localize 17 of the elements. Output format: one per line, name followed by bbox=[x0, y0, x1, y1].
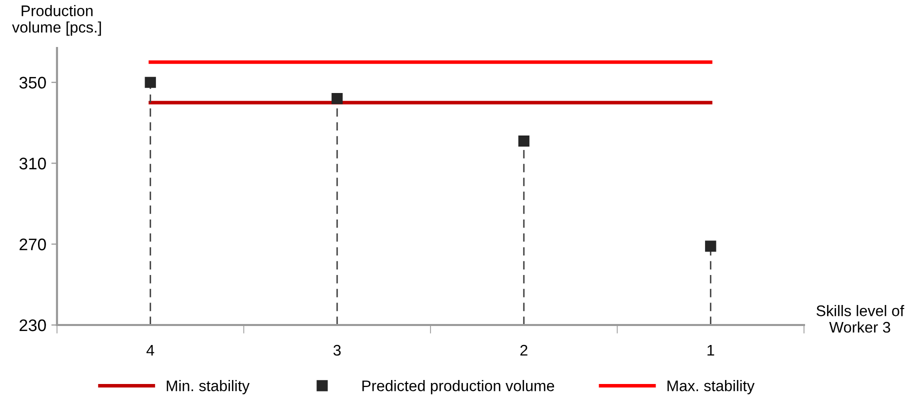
point bbox=[144, 76, 156, 88]
point bbox=[705, 240, 716, 252]
x-tick-label: 4 bbox=[146, 345, 154, 356]
point bbox=[332, 92, 343, 104]
y-axis-title: Production volume [pcs.] bbox=[12, 5, 101, 36]
x-tick-label: 2 bbox=[520, 344, 528, 356]
x-axis-title: Skills level of Worker 3 bbox=[816, 305, 904, 333]
y-tick-label: 230 bbox=[20, 319, 46, 332]
y-tick-label: 310 bbox=[19, 158, 46, 170]
x-tick-label: 3 bbox=[333, 344, 341, 356]
legend-label: Predicted production volume bbox=[362, 380, 554, 394]
legend-label: Max. stability bbox=[668, 380, 755, 394]
point bbox=[518, 135, 530, 147]
x-tick-label: 1 bbox=[708, 345, 714, 356]
y-tick-label: 270 bbox=[20, 238, 46, 250]
y-tick-label: 350 bbox=[19, 76, 46, 89]
legend-label: Min. stability bbox=[166, 380, 250, 394]
